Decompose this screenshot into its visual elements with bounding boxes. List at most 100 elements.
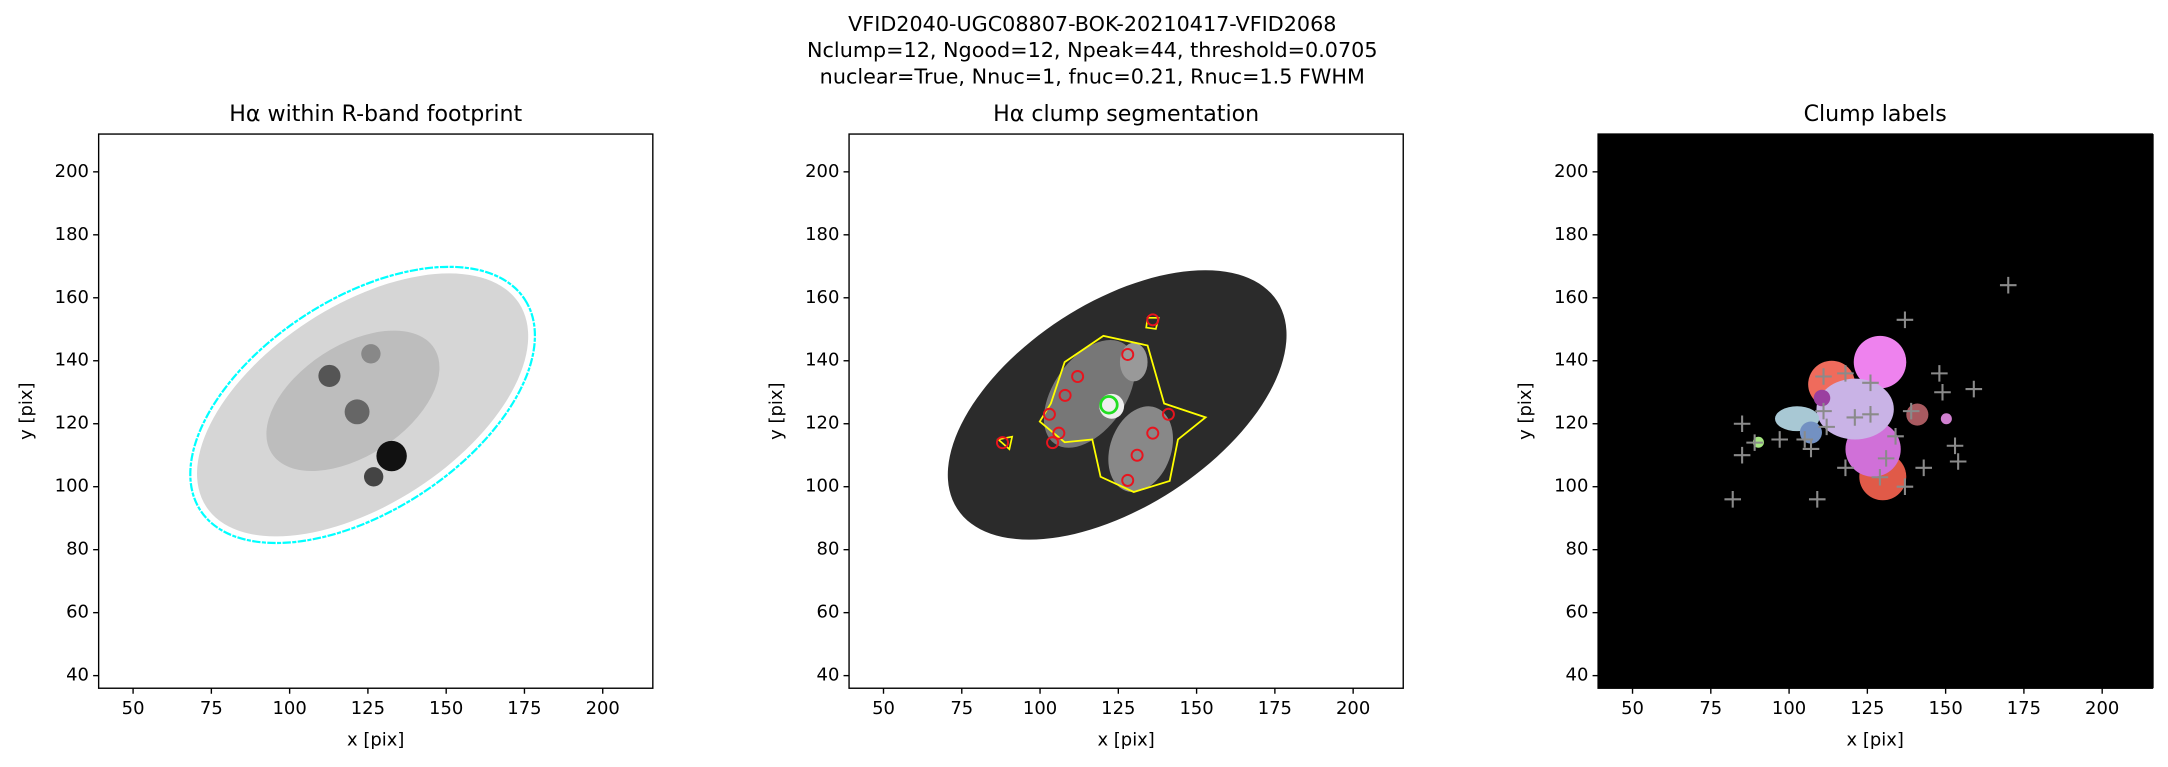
peak-marker (1042, 407, 1056, 421)
y-tick-label: 140 (55, 350, 89, 371)
y-tick-label: 120 (1554, 413, 1588, 434)
x-tick-label: 50 (872, 698, 895, 719)
x-tick-label: 50 (122, 698, 145, 719)
peak-marker (1071, 370, 1085, 383)
y-tick-label: 60 (1566, 602, 1589, 623)
peak-marker (1052, 426, 1066, 440)
peak-cross (1902, 402, 1920, 420)
x-tick-label: 175 (2007, 698, 2041, 719)
y-tick-label: 80 (1566, 539, 1589, 560)
peak-cross (1837, 459, 1854, 477)
peak-cross (1999, 276, 2017, 294)
peak-marker (1146, 426, 1160, 440)
y-tick-label: 100 (805, 476, 839, 497)
y-tick-label: 180 (805, 224, 839, 245)
y-tick-label: 160 (55, 287, 89, 308)
peak-marker (1161, 407, 1175, 421)
y-tick-label: 180 (1554, 224, 1588, 245)
axes-frame (1597, 133, 2153, 689)
y-tick-label: 160 (1554, 287, 1588, 308)
y-tick-label: 200 (1554, 161, 1588, 182)
peak-cross (1802, 440, 1820, 458)
axes-frame (97, 133, 654, 689)
suptitle: Nclump=12, Ngood=12, Npeak=44, threshold… (807, 38, 1377, 62)
x-tick-label: 100 (1023, 698, 1057, 719)
x-axis-label: x [pix] (1847, 730, 1904, 751)
peak-cross (1733, 446, 1751, 464)
x-tick-label: 200 (586, 698, 620, 719)
peak-marker (1121, 347, 1135, 361)
peak-cross (1771, 431, 1788, 448)
peak-cross (1877, 450, 1895, 467)
y-tick-label: 100 (55, 476, 89, 497)
x-tick-label: 150 (1928, 698, 1962, 719)
peak-cross (1846, 409, 1864, 426)
x-tick-label: 75 (200, 698, 223, 719)
label-image (1598, 134, 2154, 689)
peak-cross (1837, 365, 1854, 382)
y-axis-label: y [pix] (1515, 382, 1536, 439)
peak-cross (1965, 380, 1983, 398)
peak-marker (995, 436, 1009, 450)
peak-cross (1815, 368, 1832, 385)
axes-frame (848, 133, 1404, 689)
y-axis-label: y [pix] (766, 382, 787, 439)
peak-cross (1931, 365, 1948, 382)
peak-cross (1946, 437, 1964, 455)
y-tick-label: 80 (817, 539, 840, 560)
y-tick-label: 80 (66, 539, 89, 560)
x-tick-label: 100 (1772, 698, 1806, 719)
peak-cross (1896, 478, 1914, 496)
peak-cross (1871, 468, 1889, 486)
x-tick-label: 75 (1699, 698, 1722, 719)
panel-title: Clump labels (1804, 101, 1947, 127)
x-tick-label: 175 (507, 698, 541, 719)
y-tick-label: 60 (817, 602, 840, 623)
x-axis-label: x [pix] (347, 730, 404, 751)
y-tick-label: 40 (817, 665, 840, 686)
peak-marker (1058, 388, 1072, 402)
x-tick-label: 75 (950, 698, 973, 719)
x-tick-label: 50 (1621, 698, 1644, 719)
peak-cross (1733, 415, 1751, 433)
peak-marker (1146, 313, 1160, 327)
y-tick-label: 100 (1554, 476, 1588, 497)
peak-cross (1915, 459, 1933, 477)
peak-cross (1818, 418, 1835, 436)
y-axis-label: y [pix] (16, 382, 37, 439)
x-tick-label: 150 (1179, 698, 1213, 719)
suptitle: VFID2040-UGC08807-BOK-20210417-VFID2068 (848, 12, 1336, 36)
y-tick-label: 160 (805, 287, 839, 308)
y-tick-label: 180 (55, 224, 89, 245)
peak-marker (1130, 448, 1144, 462)
peak-cross (1896, 311, 1914, 329)
peak-cross (1724, 491, 1742, 508)
x-tick-label: 150 (429, 698, 463, 719)
peak-cross (1934, 383, 1951, 401)
x-tick-label: 200 (1336, 698, 1370, 719)
peak-cross (1862, 374, 1879, 392)
x-tick-label: 175 (1258, 698, 1292, 719)
peak-marker (1046, 436, 1060, 450)
peak-cross (1746, 434, 1763, 451)
y-tick-label: 200 (805, 161, 839, 182)
peak-cross (1862, 405, 1879, 423)
halpha-image (189, 265, 537, 545)
peak-marker (1121, 473, 1135, 487)
x-tick-label: 125 (1850, 698, 1884, 719)
y-tick-label: 200 (55, 161, 89, 182)
y-tick-label: 120 (55, 413, 89, 434)
peak-cross (1796, 431, 1814, 448)
y-tick-label: 140 (805, 350, 839, 371)
x-tick-label: 125 (1101, 698, 1135, 719)
y-tick-label: 120 (805, 413, 839, 434)
panel-title: Hα within R-band footprint (229, 101, 522, 127)
y-tick-label: 40 (1566, 665, 1589, 686)
peak-cross (1949, 453, 1967, 470)
peak-cross (1808, 491, 1826, 508)
y-tick-label: 40 (66, 665, 89, 686)
x-tick-label: 200 (2085, 698, 2119, 719)
peak-cross (1815, 402, 1832, 420)
